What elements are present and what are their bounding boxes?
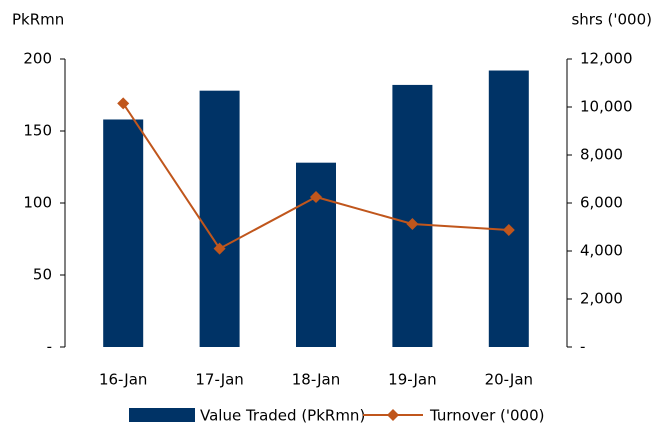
- y2-tick-label: 8,000: [580, 146, 623, 164]
- bar: [488, 70, 529, 348]
- y2-tick-label: 2,000: [580, 290, 623, 308]
- y2-tick-label: 4,000: [580, 242, 623, 260]
- y-tick-label: 200: [23, 50, 52, 68]
- legend-swatch: [129, 408, 195, 422]
- x-tick-label: 20-Jan: [485, 371, 533, 389]
- y2-tick-label: -: [580, 338, 585, 356]
- y-tick-label: 150: [23, 122, 52, 140]
- y-tick-label: -: [47, 338, 52, 356]
- bar: [392, 84, 433, 348]
- x-tick-label: 16-Jan: [99, 371, 147, 389]
- marker: [117, 97, 130, 110]
- marker: [502, 224, 515, 236]
- bar: [199, 90, 240, 348]
- marker: [406, 218, 419, 230]
- bar: [103, 119, 144, 347]
- y-axis-title: PkRmn: [12, 11, 64, 29]
- x-tick-label: 18-Jan: [292, 371, 340, 389]
- y-tick-label: 100: [23, 194, 52, 212]
- y2-tick-label: 10,000: [580, 98, 633, 116]
- x-tick-label: 17-Jan: [195, 371, 243, 389]
- marker: [310, 191, 322, 203]
- marker: [213, 242, 226, 255]
- y2-tick-label: 6,000: [580, 194, 623, 212]
- x-tick-label: 19-Jan: [388, 371, 436, 389]
- y-tick-label: 50: [33, 266, 52, 284]
- legend-label: Turnover ('000): [429, 407, 544, 425]
- y2-tick-label: 12,000: [580, 50, 633, 68]
- y2-axis-title: shrs ('000): [571, 11, 652, 29]
- legend-marker: [387, 409, 399, 421]
- legend-label: Value Traded (PkRmn): [200, 407, 365, 425]
- bar: [296, 162, 336, 347]
